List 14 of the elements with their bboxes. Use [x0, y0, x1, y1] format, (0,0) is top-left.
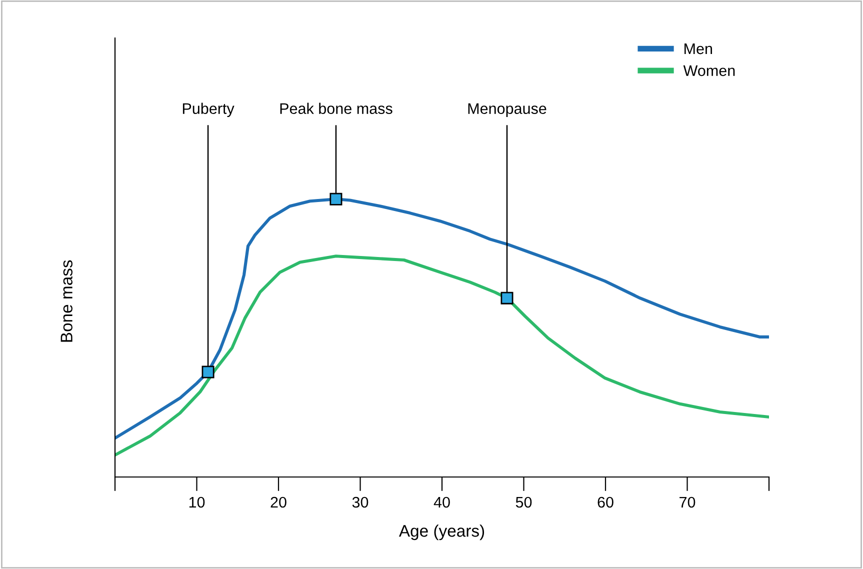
x-tick-label: 70	[680, 496, 696, 508]
annotation: Peak bone mass	[280, 102, 392, 114]
x-tick-label: 10	[189, 496, 205, 508]
annotation: Menopause	[468, 103, 546, 118]
x-axis-title: Age (years)	[398, 524, 484, 540]
x-tick-label: 50	[516, 496, 532, 508]
x-tick-label: 30	[352, 496, 368, 508]
x-tick-label: 20	[270, 496, 286, 508]
y-axis-title: Bone mass	[60, 260, 72, 342]
legend-label: Men	[684, 44, 712, 54]
x-tick-label: 60	[598, 496, 614, 508]
x-tick-label: 40	[434, 496, 450, 508]
annotation: Puberty	[182, 102, 234, 118]
legend-label: Women	[683, 65, 735, 76]
